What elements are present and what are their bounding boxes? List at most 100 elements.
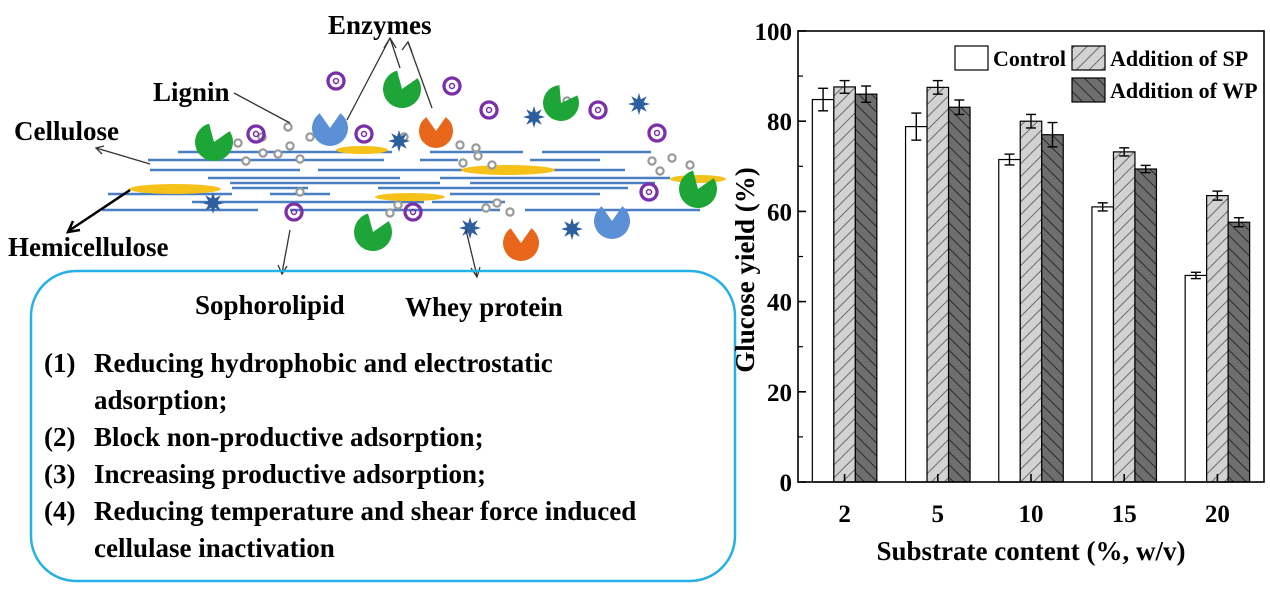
lignin-particle xyxy=(487,160,497,170)
error-bar xyxy=(861,85,872,103)
legend-label: Control xyxy=(993,46,1066,71)
sophorolipid xyxy=(284,202,304,222)
bar-addition-of-sp xyxy=(833,86,856,483)
whey-protein xyxy=(523,106,545,128)
bar-addition-of-sp xyxy=(926,86,950,483)
hemicellulose-strand xyxy=(670,175,726,183)
hemicellulose-strand xyxy=(461,165,555,175)
bar-control xyxy=(1184,274,1208,483)
legend-swatch xyxy=(954,45,989,71)
mechanism-number: (4) xyxy=(44,496,76,526)
enzyme xyxy=(195,123,233,161)
arrowhead xyxy=(277,264,288,276)
sophorolipid xyxy=(246,124,266,144)
error-bar xyxy=(1140,164,1151,174)
enzymes-label: Enzymes xyxy=(328,10,432,40)
whey-protein-molecules xyxy=(202,93,650,240)
y-tick-label: 20 xyxy=(767,380,792,407)
lignin-particle xyxy=(295,154,305,164)
lignin-particle xyxy=(505,207,515,217)
hemicellulose-strand xyxy=(129,184,221,194)
sophorolipid-label: Sophorolipid xyxy=(195,290,345,320)
cellulose-arrow xyxy=(95,147,151,165)
mechanism-item-line: (2) Block non-productive adsorption; xyxy=(44,421,734,453)
bar-control xyxy=(811,98,835,483)
enzymes-arrow xyxy=(389,37,401,69)
mechanism-number: (3) xyxy=(44,459,76,489)
lignin-particle xyxy=(458,158,468,168)
sophorolipid-arrow xyxy=(281,229,291,274)
x-tick-label: 5 xyxy=(932,501,945,528)
hemicellulose-strand xyxy=(375,193,445,201)
bar-control xyxy=(998,158,1021,483)
sophorolipid xyxy=(479,100,499,120)
enzymes-arrow xyxy=(407,41,433,109)
sophorolipid xyxy=(326,71,346,91)
sophorolipid xyxy=(403,202,423,222)
whey-arrow xyxy=(465,229,478,277)
error-bar xyxy=(839,79,850,94)
bar-control xyxy=(904,126,928,483)
lignin-particle xyxy=(295,187,305,197)
enzyme-molecules xyxy=(195,70,717,261)
sophorolipid-core xyxy=(290,208,298,216)
bar-addition-of-wp xyxy=(1227,221,1251,483)
mechanism-text: Reducing hydrophobic and electrostatic xyxy=(94,348,553,378)
lignin-particle xyxy=(258,148,268,158)
mechanism-box xyxy=(29,269,737,583)
error-bar xyxy=(1026,113,1036,129)
enzymes-arrow xyxy=(346,37,391,121)
error-bars-layer xyxy=(818,79,1244,280)
y-tick-label: 40 xyxy=(767,290,792,317)
diagram-arrows xyxy=(65,36,481,279)
chart-legend: Control Addition of SP Addition of WP xyxy=(954,45,1258,103)
bar-chart: 0 20 40 60 80 100 2 5 10 15 20 Substrate content … xyxy=(730,19,1265,566)
error-bar xyxy=(932,79,943,95)
x-tick-label: 10 xyxy=(1019,501,1044,528)
enzyme xyxy=(383,70,421,108)
error-bar xyxy=(1190,271,1201,280)
legend-swatch xyxy=(1071,77,1106,103)
lignin-particle xyxy=(305,132,315,142)
mechanism-item-line: (3) Increasing productive adsorption; xyxy=(44,458,734,490)
lignin-particle xyxy=(241,156,251,166)
mechanism-diagram: Enzymes Lignin Cellulose Hemicellulose S… xyxy=(8,10,737,583)
error-bar xyxy=(1212,190,1223,201)
lignin-particle xyxy=(481,203,491,213)
lignin-arrow xyxy=(233,92,291,124)
enzyme xyxy=(679,170,717,208)
lignin-particle xyxy=(655,166,665,176)
enzyme xyxy=(312,113,348,146)
sophorolipid-molecules xyxy=(246,71,667,222)
x-tick-label: 15 xyxy=(1112,501,1137,528)
lignin-particle xyxy=(647,156,657,166)
bar-addition-of-sp xyxy=(1206,195,1229,483)
whey-protein xyxy=(459,217,481,239)
cellulose-fibers xyxy=(102,150,700,212)
sophorolipid-core xyxy=(594,106,602,114)
arrowhead xyxy=(383,36,397,49)
lignin-particle xyxy=(685,160,695,170)
mechanism-text: Reducing temperature and shear force ind… xyxy=(94,496,637,526)
lignin-particle xyxy=(273,149,283,159)
lignin-particle xyxy=(385,208,395,218)
whey-protein xyxy=(202,192,224,214)
mechanism-item-line: (4) Reducing temperature and shear force … xyxy=(44,495,734,527)
error-bar xyxy=(1233,217,1244,228)
bar-addition-of-wp xyxy=(947,106,971,483)
lignin-particle xyxy=(667,153,677,163)
sophorolipid-core xyxy=(645,188,653,196)
error-bar xyxy=(954,99,965,116)
lignin-particles xyxy=(233,96,695,218)
mechanism-number: (1) xyxy=(44,348,76,378)
sophorolipid-core xyxy=(360,130,368,138)
legend-label: Addition of SP xyxy=(1110,46,1248,71)
sophorolipid-core xyxy=(448,82,456,90)
enzyme xyxy=(594,206,630,239)
y-tick-label: 100 xyxy=(755,19,793,46)
sophorolipid-core xyxy=(409,208,417,216)
sophorolipid-core xyxy=(252,130,260,138)
hemicellulose-label: Hemicellulose xyxy=(8,232,168,262)
hemicellulose-strand xyxy=(336,146,388,154)
